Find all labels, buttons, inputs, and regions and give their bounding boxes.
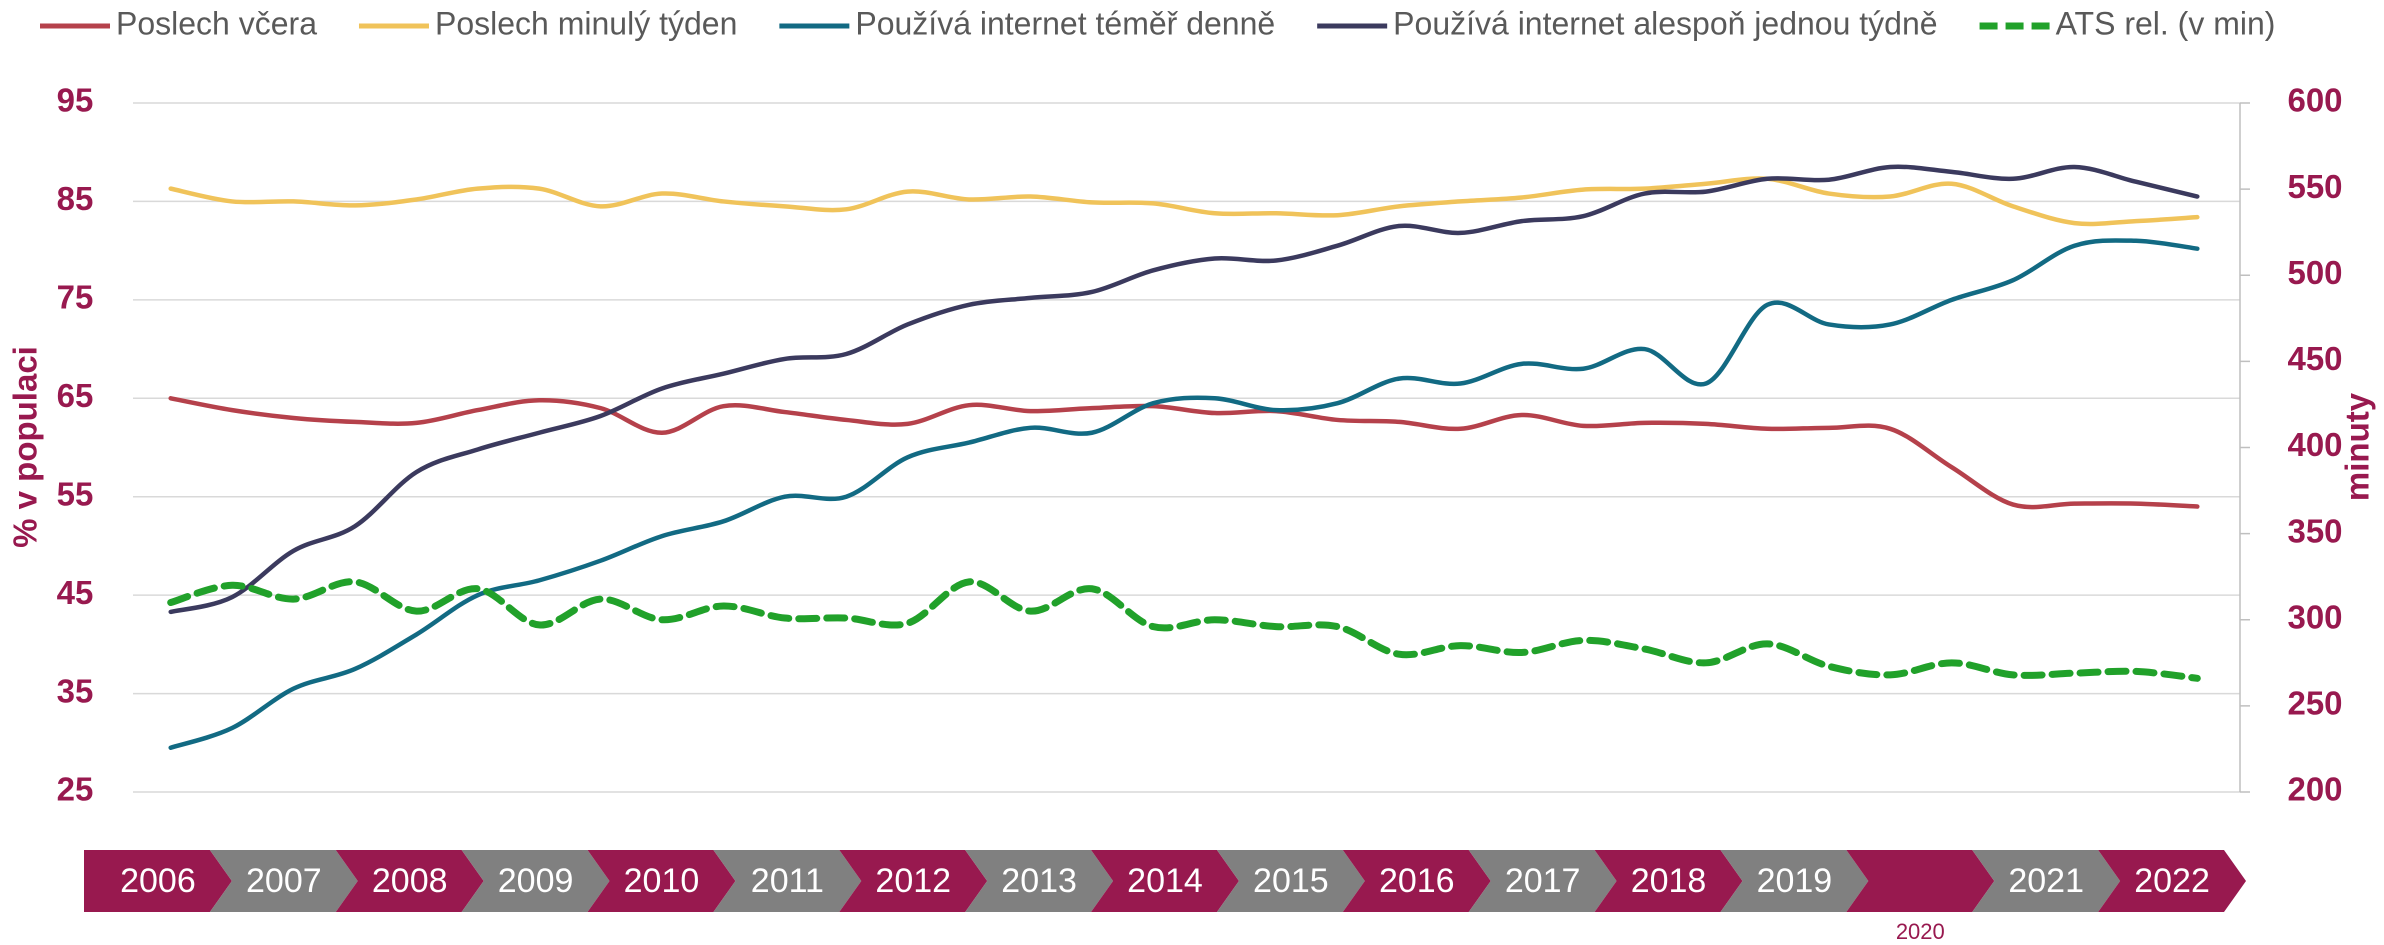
timeline-chevron — [1091, 850, 1239, 912]
timeline-label: 2012 — [875, 862, 951, 900]
timeline-chevron — [2098, 850, 2246, 912]
legend-label: ATS rel. (v min) — [2056, 5, 2276, 41]
y-tick-label: 95 — [57, 82, 94, 119]
timeline-chevron — [461, 850, 610, 912]
timeline-label: 2019 — [1757, 862, 1833, 900]
timeline-label: 2008 — [372, 862, 448, 900]
y2-tick-label: 350 — [2287, 512, 2342, 549]
y2-tick-label: 550 — [2287, 168, 2342, 205]
timeline-chevron — [1972, 850, 2121, 912]
y2-tick-label: 500 — [2287, 254, 2342, 291]
timeline-chevron — [335, 850, 484, 912]
timeline-chevron — [587, 850, 736, 912]
timeline-chevron — [1846, 850, 1995, 912]
timeline-chevron — [1342, 850, 1491, 912]
legend-label: Poslech včera — [116, 5, 317, 41]
y-axis-title: % v populaci — [7, 346, 44, 548]
series-line — [167, 578, 2201, 682]
timeline-label: 2013 — [1001, 862, 1077, 900]
y-tick-label: 25 — [57, 771, 94, 808]
timeline-note: 2020 — [1896, 919, 1945, 944]
series-line — [168, 176, 2200, 227]
y2-tick-label: 600 — [2287, 82, 2342, 119]
timeline-chevron — [84, 850, 232, 912]
series-line — [168, 164, 2200, 615]
timeline-chevron — [1720, 850, 1869, 912]
y-tick-label: 35 — [57, 672, 94, 709]
y2-axis-title: minuty — [2339, 392, 2376, 501]
y-tick-label: 85 — [57, 180, 94, 217]
legend-label: Používá internet téměř denně — [855, 5, 1275, 41]
timeline-label: 2015 — [1253, 862, 1329, 900]
timeline-chevron — [1594, 850, 1743, 912]
timeline-label: 2010 — [624, 862, 700, 900]
timeline-chevron — [1468, 850, 1617, 912]
y-tick-label: 75 — [57, 279, 94, 316]
timeline-label: 2017 — [1505, 862, 1581, 900]
series-line — [168, 238, 2200, 750]
timeline-label: 2018 — [1631, 862, 1707, 900]
timeline-label: 2007 — [246, 862, 322, 900]
y-tick-label: 55 — [57, 475, 94, 512]
series-line — [168, 396, 2200, 510]
legend-label: Používá internet alespoň jednou týdně — [1393, 5, 1937, 41]
timeline-label: 2016 — [1379, 862, 1455, 900]
timeline-chevron — [1216, 850, 1365, 912]
timeline-label: 2022 — [2134, 862, 2210, 900]
y2-tick-label: 250 — [2287, 685, 2342, 722]
y2-tick-label: 400 — [2287, 426, 2342, 463]
timeline-label: 2006 — [120, 862, 196, 900]
timeline-label: 2021 — [2008, 862, 2084, 900]
y-tick-label: 65 — [57, 377, 94, 414]
timeline-chevron — [965, 850, 1114, 912]
legend-label: Poslech minulý týden — [435, 5, 737, 41]
timeline-chevron — [209, 850, 358, 912]
y2-tick-label: 450 — [2287, 340, 2342, 377]
timeline-label: 2014 — [1127, 862, 1203, 900]
timeline-chevron — [713, 850, 862, 912]
timeline-chevron — [839, 850, 988, 912]
y2-tick-label: 200 — [2287, 771, 2342, 808]
timeline-label: 2011 — [751, 862, 824, 900]
timeline-label: 2009 — [498, 862, 574, 900]
y2-tick-label: 300 — [2287, 598, 2342, 635]
y-tick-label: 45 — [57, 574, 94, 611]
